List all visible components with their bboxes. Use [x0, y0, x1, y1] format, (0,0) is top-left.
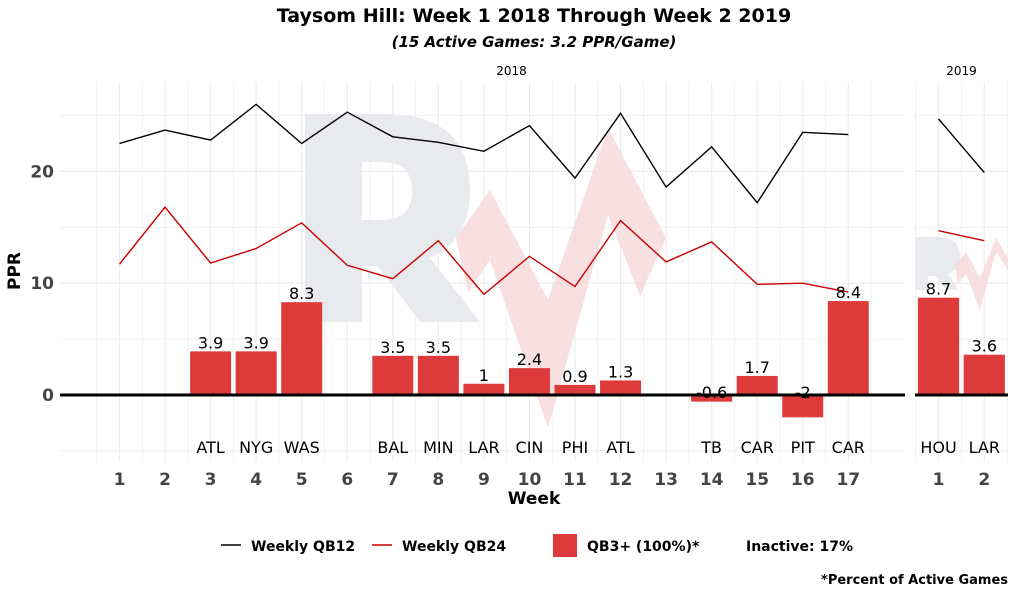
data-label: -2 — [795, 383, 811, 402]
data-label: 3.9 — [243, 333, 268, 352]
x-tick-label: 3 — [205, 470, 217, 490]
opponent-label: LAR — [969, 438, 1000, 457]
x-tick-label: 12 — [609, 470, 633, 490]
series-line-qb12 — [119, 103, 849, 204]
data-label: 1.3 — [608, 362, 633, 381]
bar-week-16 — [782, 394, 824, 418]
bar-week-5 — [281, 302, 323, 395]
y-tick-label: 0 — [42, 386, 54, 406]
bar-week-8 — [417, 355, 459, 395]
panel-2019: 2019 8.7 3.6 HOU LAR 1 2 — [915, 64, 1008, 490]
x-tick-label: 6 — [341, 470, 353, 490]
bar-week-2 — [963, 354, 1005, 395]
opponent-label: CIN — [516, 438, 544, 457]
x-tick-label: 11 — [563, 470, 587, 490]
opponent-label: PIT — [791, 438, 815, 457]
opponent-label: ATL — [606, 438, 634, 457]
data-label: 8.7 — [926, 280, 951, 299]
opponent-label: WAS — [284, 438, 320, 457]
watermark-r — [915, 237, 960, 290]
x-tick-label: 5 — [296, 470, 308, 490]
bar-week-9 — [463, 383, 505, 395]
bar-week-14 — [691, 394, 733, 402]
opponent-label: HOU — [920, 438, 956, 457]
x-tick-label: 2 — [159, 470, 171, 490]
y-tick-label: 10 — [30, 274, 54, 294]
opponent-label: CAR — [741, 438, 774, 457]
data-label: 0.9 — [562, 367, 587, 386]
chart-title: Taysom Hill: Week 1 2018 Through Week 2 … — [277, 5, 791, 27]
data-label: 3.5 — [380, 338, 405, 357]
panel-label-2018: 2018 — [496, 64, 527, 78]
y-axis-label: PPR — [5, 252, 25, 290]
panel-2018: 2018 3.9 3.9 8.3 3.5 3.5 1 2.4 0.9 1.3 -0.6 1.7 -2 8.… — [60, 64, 905, 490]
opponent-label: NYG — [239, 438, 273, 457]
x-tick-label: 10 — [518, 470, 542, 490]
legend: Weekly QB12 Weekly QB24 QB3+ (100%)* Ina… — [221, 534, 853, 557]
x-tick-label: 8 — [432, 470, 444, 490]
bar-week-15 — [736, 375, 778, 395]
legend-bar-label: QB3+ (100%)* — [587, 539, 700, 555]
bar-week-11 — [554, 384, 596, 395]
x-tick-label: 9 — [478, 470, 490, 490]
data-label: 3.5 — [426, 338, 451, 357]
chart-subtitle: (15 Active Games: 3.2 PPR/Game) — [392, 33, 677, 51]
x-tick-label: 13 — [654, 470, 678, 490]
x-tick-label: 1 — [114, 470, 126, 490]
data-label: 8.3 — [289, 284, 314, 303]
data-label: 1.7 — [744, 358, 769, 377]
opponent-label: MIN — [423, 438, 454, 457]
data-label: 2.4 — [517, 350, 542, 369]
opponent-label: LAR — [468, 438, 499, 457]
x-tick-label: 15 — [745, 470, 769, 490]
x-tick-label: 16 — [791, 470, 815, 490]
opponent-label: BAL — [377, 438, 408, 457]
bar-week-1 — [917, 297, 960, 395]
x-tick-label: 1 — [933, 470, 945, 490]
bar-week-17 — [827, 301, 869, 395]
x-tick-label: 17 — [836, 470, 860, 490]
legend-inactive-label: Inactive: 17% — [746, 539, 853, 555]
data-label: 3.6 — [972, 337, 997, 356]
panel-label-2019: 2019 — [946, 64, 977, 78]
bar-week-12 — [600, 380, 642, 395]
data-label: 8.4 — [836, 283, 861, 302]
x-tick-label: 14 — [700, 470, 724, 490]
opponent-label: PHI — [562, 438, 588, 457]
footnote: *Percent of Active Games — [821, 573, 1008, 588]
watermark-r — [305, 114, 480, 322]
opponent-label: CAR — [832, 438, 865, 457]
bar-week-10 — [508, 368, 550, 395]
bar-week-7 — [372, 355, 414, 395]
data-label: -0.6 — [696, 383, 727, 402]
opponent-label: ATL — [196, 438, 224, 457]
series-line-qb12 — [937, 118, 985, 173]
opponent-label: TB — [700, 438, 722, 457]
x-tick-label: 7 — [387, 470, 399, 490]
x-tick-label: 4 — [250, 470, 262, 490]
bar-week-4 — [235, 351, 277, 395]
x-axis-label: Week — [508, 489, 561, 509]
legend-qb24-label: Weekly QB24 — [402, 539, 506, 555]
x-tick-label: 2 — [978, 470, 990, 490]
series-line-qb24 — [938, 229, 985, 242]
data-label: 3.9 — [198, 333, 223, 352]
data-label: 1 — [479, 366, 489, 385]
legend-bar-swatch — [553, 534, 577, 557]
watermark-v — [955, 238, 1008, 310]
series-line-qb24 — [118, 206, 849, 296]
y-tick-label: 20 — [30, 162, 54, 182]
bar-week-3 — [190, 351, 232, 395]
legend-qb12-label: Weekly QB12 — [251, 539, 355, 555]
